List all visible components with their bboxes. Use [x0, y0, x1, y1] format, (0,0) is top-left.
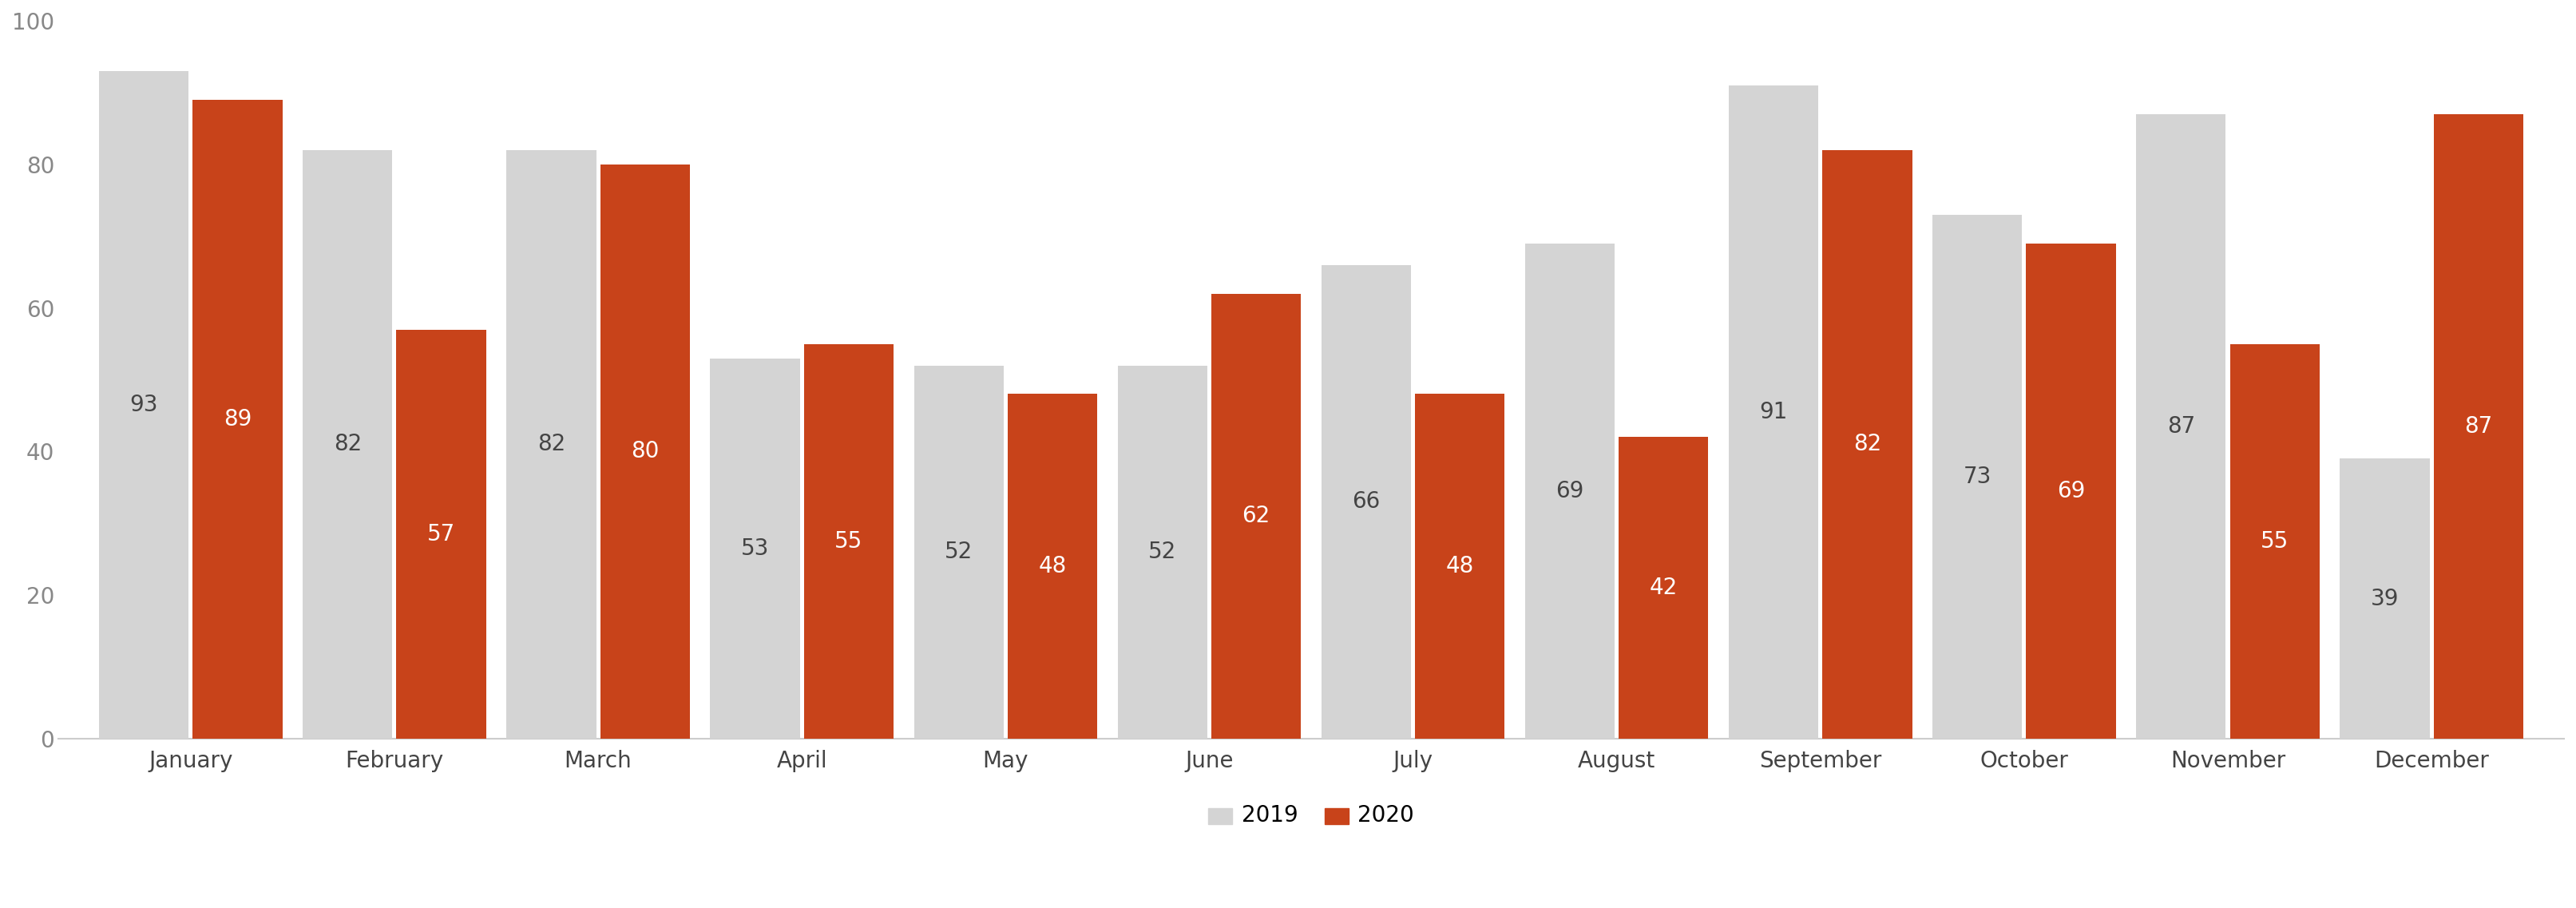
- Bar: [2434, 114, 2524, 739]
- Text: 55: 55: [835, 530, 863, 552]
- Bar: [1321, 265, 1412, 739]
- Text: 52: 52: [945, 541, 974, 563]
- Text: 42: 42: [1649, 577, 1677, 599]
- Text: 57: 57: [428, 523, 456, 545]
- Text: 62: 62: [1242, 505, 1270, 528]
- Text: 82: 82: [1852, 433, 1880, 456]
- Text: 53: 53: [742, 538, 770, 559]
- Bar: [1932, 214, 2022, 739]
- Text: 48: 48: [1038, 555, 1066, 577]
- Bar: [1007, 394, 1097, 739]
- Text: 93: 93: [129, 394, 157, 416]
- Bar: [914, 365, 1005, 739]
- Bar: [507, 150, 595, 739]
- Text: 52: 52: [1149, 541, 1177, 563]
- Bar: [1618, 437, 1708, 739]
- Text: 87: 87: [2166, 415, 2195, 438]
- Bar: [2231, 344, 2318, 739]
- Bar: [711, 358, 799, 739]
- Text: 39: 39: [2370, 587, 2398, 610]
- Bar: [1211, 293, 1301, 739]
- Text: 82: 82: [538, 433, 564, 456]
- Text: 69: 69: [1556, 479, 1584, 502]
- Text: 89: 89: [224, 408, 252, 430]
- Text: 87: 87: [2465, 415, 2494, 438]
- Bar: [1118, 365, 1208, 739]
- Text: 82: 82: [332, 433, 361, 456]
- Bar: [1728, 85, 1819, 739]
- Bar: [397, 330, 487, 739]
- Bar: [2027, 243, 2115, 739]
- Text: 80: 80: [631, 440, 659, 463]
- Text: 69: 69: [2056, 479, 2084, 502]
- Bar: [193, 100, 283, 739]
- Bar: [1821, 150, 1911, 739]
- Bar: [304, 150, 392, 739]
- Bar: [2339, 459, 2429, 739]
- Bar: [98, 71, 188, 739]
- Text: 91: 91: [1759, 400, 1788, 423]
- Bar: [1525, 243, 1615, 739]
- Text: 48: 48: [1445, 555, 1473, 577]
- Bar: [2136, 114, 2226, 739]
- Text: 55: 55: [2262, 530, 2290, 552]
- Bar: [600, 164, 690, 739]
- Text: 73: 73: [1963, 466, 1991, 488]
- Bar: [1414, 394, 1504, 739]
- Text: 66: 66: [1352, 490, 1381, 513]
- Bar: [804, 344, 894, 739]
- Legend: 2019, 2020: 2019, 2020: [1200, 795, 1422, 835]
